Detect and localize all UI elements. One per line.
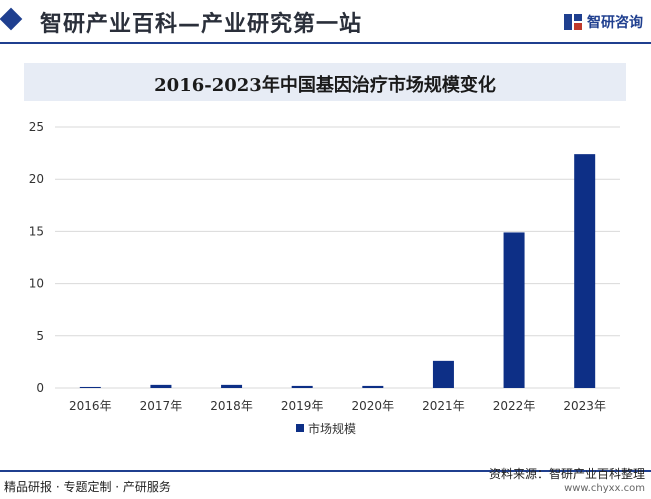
- bar: [79, 386, 101, 388]
- y-tick-label: 15: [29, 224, 44, 238]
- y-tick-label: 20: [29, 172, 44, 186]
- brand-name: 智研咨询: [587, 15, 643, 31]
- legend-label: 市场规模: [308, 421, 356, 436]
- x-tick-label: 2016年: [69, 399, 112, 413]
- footer-tagline: 精品研报 · 专题定制 · 产研服务: [4, 480, 171, 494]
- x-tick-label: 2017年: [140, 399, 183, 413]
- x-tick-label: 2020年: [352, 399, 395, 413]
- legend-swatch: [296, 424, 304, 432]
- header-bar: 智研产业百科—产业研究第一站 智研咨询: [0, 0, 651, 45]
- bar: [432, 360, 454, 388]
- x-tick-label: 2023年: [563, 399, 606, 413]
- bar: [150, 384, 172, 388]
- y-tick-label: 25: [29, 120, 44, 134]
- footer-source: 资料来源：智研产业百科整理: [488, 467, 645, 481]
- x-tick-label: 2018年: [210, 399, 253, 413]
- bar: [291, 385, 313, 388]
- footer-url: www.chyxx.com: [564, 483, 645, 494]
- bar: [574, 154, 596, 388]
- bar: [362, 385, 384, 388]
- brand-logo-icon: [564, 14, 582, 30]
- header-divider: [0, 42, 651, 44]
- chart-title-band: 2016-2023年中国基因治疗市场规模变化: [24, 63, 626, 101]
- y-tick-label: 10: [29, 277, 44, 291]
- x-tick-label: 2022年: [493, 399, 536, 413]
- x-tick-label: 2019年: [281, 399, 324, 413]
- bar: [221, 384, 243, 388]
- header-title: 智研产业百科—产业研究第一站: [40, 12, 363, 37]
- bar: [503, 232, 525, 388]
- x-tick-label: 2021年: [422, 399, 465, 413]
- footer-divider: [0, 470, 651, 472]
- chart-title: 2016-2023年中国基因治疗市场规模变化: [154, 75, 496, 96]
- y-tick-label: 5: [36, 329, 44, 343]
- y-tick-label: 0: [36, 381, 44, 395]
- brand: 智研咨询: [563, 12, 643, 32]
